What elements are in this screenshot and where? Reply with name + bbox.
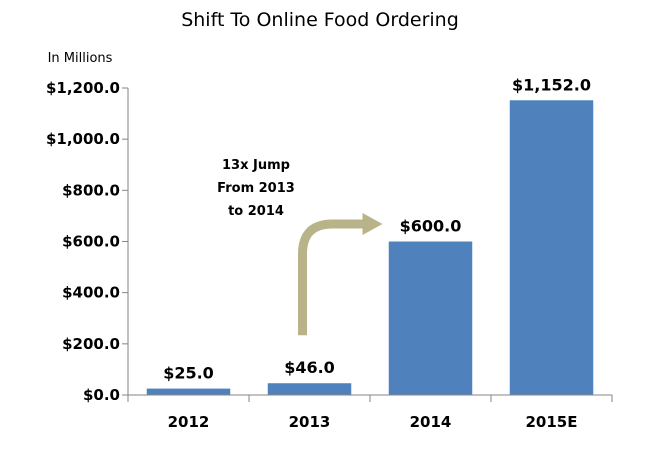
bar-2013 bbox=[267, 383, 352, 395]
y-tick-label: $0.0 bbox=[83, 386, 120, 404]
chart-title: Shift To Online Food Ordering bbox=[181, 9, 459, 31]
y-tick-label: $400.0 bbox=[62, 284, 120, 302]
annotation-line-2: From 2013 bbox=[217, 181, 295, 196]
data-label-2012: $25.0 bbox=[163, 364, 214, 383]
data-label-2015e: $1,152.0 bbox=[512, 75, 591, 94]
y-tick-label: $1,200.0 bbox=[46, 79, 120, 97]
data-labels: $25.0 $46.0 $600.0 $1,152.0 bbox=[163, 75, 591, 382]
bar-2012 bbox=[146, 388, 231, 395]
jump-arrow-icon bbox=[298, 219, 363, 336]
annotation-line-1: 13x Jump bbox=[222, 158, 290, 173]
y-tick-label: $600.0 bbox=[62, 233, 120, 251]
x-tick-label-2015e: 2015E bbox=[526, 413, 578, 431]
y-tick-label: $1,000.0 bbox=[46, 130, 120, 148]
x-tick-label-2012: 2012 bbox=[168, 413, 210, 431]
y-tick-label: $200.0 bbox=[62, 335, 120, 353]
x-tick-label-2014: 2014 bbox=[410, 413, 452, 431]
x-axis: 2012 2013 2014 2015E bbox=[127, 394, 613, 431]
x-tick-label-2013: 2013 bbox=[289, 413, 331, 431]
data-label-2013: $46.0 bbox=[284, 358, 335, 377]
data-label-2014: $600.0 bbox=[400, 217, 462, 236]
bar-2015e bbox=[509, 100, 594, 395]
annotation-line-3: to 2014 bbox=[228, 204, 284, 219]
bar-2014 bbox=[388, 241, 473, 395]
y-axis: $0.0 $200.0 $400.0 $600.0 $800.0 $1,000.0 $1,2… bbox=[46, 79, 129, 404]
bars-group bbox=[146, 100, 594, 395]
unit-label: In Millions bbox=[48, 51, 113, 66]
arrow-head-icon bbox=[362, 213, 383, 235]
y-tick-label: $800.0 bbox=[62, 181, 120, 199]
